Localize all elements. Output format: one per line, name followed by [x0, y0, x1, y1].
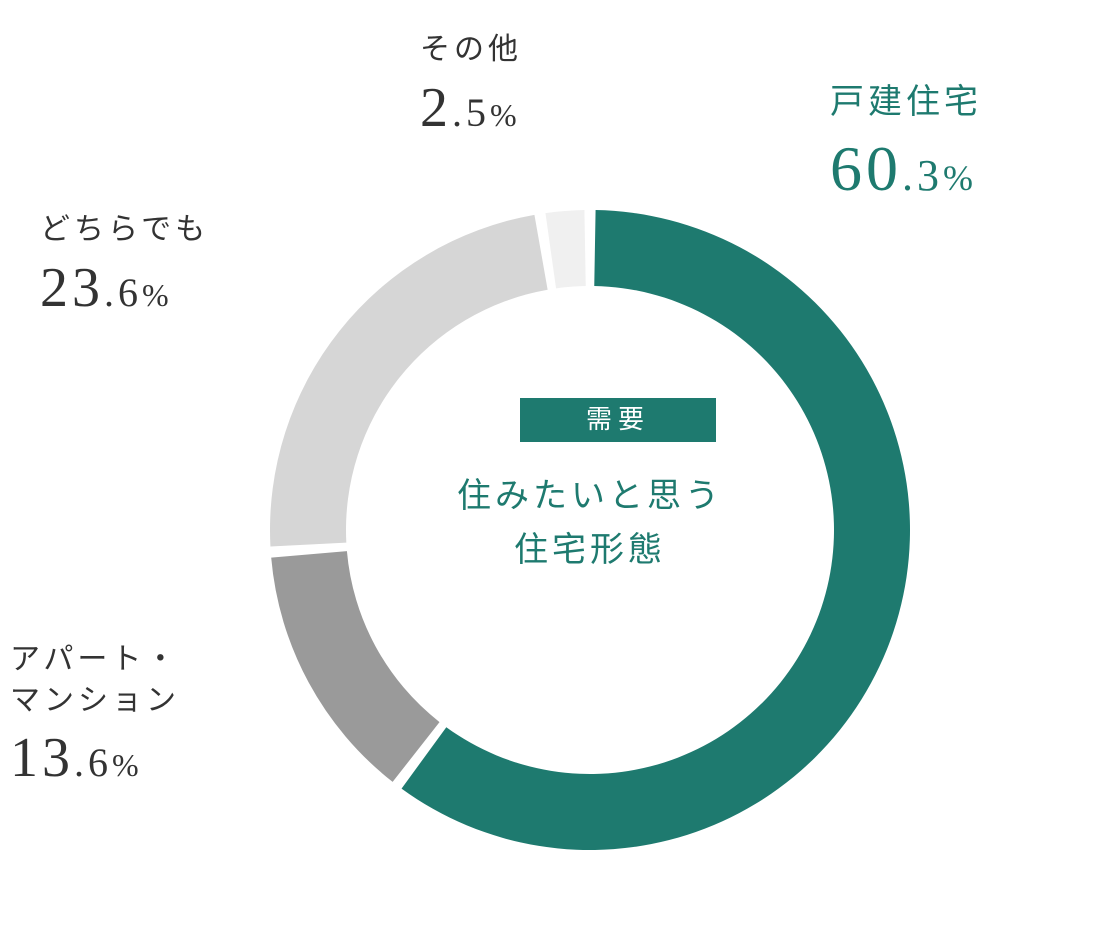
slice-apartment	[271, 551, 439, 782]
slice-other	[545, 210, 585, 288]
center-title-line1: 住みたいと思う	[457, 478, 723, 515]
label-other-name: その他	[420, 30, 620, 71]
center-title-line2: 住宅形態	[514, 532, 666, 569]
label-either-name: どちらでも	[40, 210, 280, 251]
label-other-pct: 2.5%	[420, 71, 620, 147]
label-detached-pct: 60.3%	[830, 126, 1090, 212]
center-badge: 需要	[520, 398, 716, 442]
label-apartment-pct: 13.6%	[10, 721, 250, 797]
label-detached-name: 戸建住宅	[830, 80, 1090, 126]
label-apartment-name: アパート・マンション	[10, 640, 250, 721]
label-either-pct: 23.6%	[40, 251, 280, 327]
donut-chart: 需要 住みたいと思う 住宅形態 戸建住宅 60.3% アパート・マンション 13…	[0, 0, 1100, 950]
center-title: 住みたいと思う 住宅形態	[430, 470, 750, 579]
label-either: どちらでも 23.6%	[40, 210, 280, 326]
label-other: その他 2.5%	[420, 30, 620, 146]
label-detached: 戸建住宅 60.3%	[830, 80, 1090, 212]
label-apartment: アパート・マンション 13.6%	[10, 640, 250, 797]
